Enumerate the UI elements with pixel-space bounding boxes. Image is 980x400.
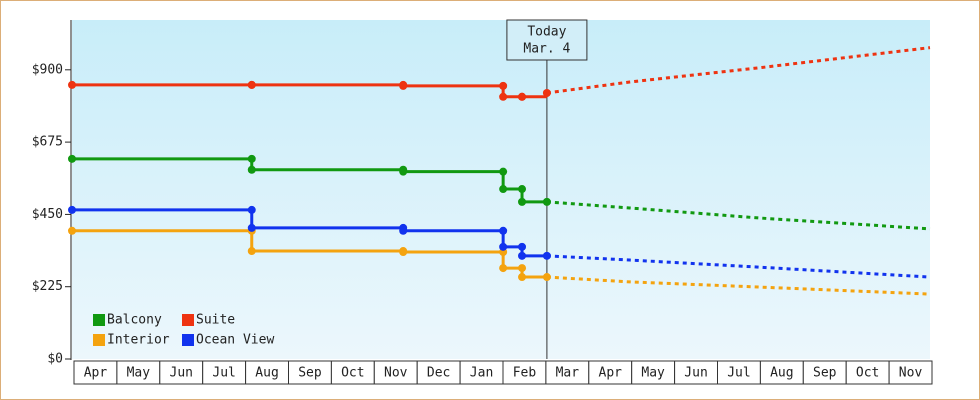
forecast-line [546,275,931,296]
x-tick-label: Sep [813,366,837,381]
legend-label: Suite [196,313,235,328]
x-tick-label: Feb [513,366,537,381]
forecast-line [546,254,931,279]
x-tick-label: Oct [856,366,879,381]
marker [499,185,508,194]
marker [247,80,256,89]
legend-swatch [182,334,194,346]
marker [518,251,527,260]
marker [499,81,508,90]
legend-label: Ocean View [196,333,274,348]
x-tick-label: Jul [727,366,750,381]
today-date: Mar. 4 [523,42,570,57]
x-tick-label: Jun [170,366,193,381]
marker [542,251,551,260]
y-tick-label: $900 [32,62,63,77]
x-tick-label: May [641,366,665,381]
marker [247,247,256,256]
marker [399,81,408,90]
x-tick-box [888,360,933,385]
legend-swatch [93,314,105,326]
y-tick-label: $225 [32,279,63,294]
x-tick-label: Nov [899,366,923,381]
marker [247,154,256,163]
marker [499,264,508,273]
marker [399,167,408,176]
marker [399,226,408,235]
x-tick-label: Apr [599,366,623,381]
x-tick-label: Aug [255,366,278,381]
marker [247,165,256,174]
marker [518,242,527,251]
legend-label: Balcony [107,313,162,328]
marker [247,223,256,232]
legend-swatch [93,334,105,346]
marker [68,154,76,163]
forecast-line [546,46,931,95]
x-tick-label: Jan [470,366,493,381]
marker [68,226,76,235]
x-tick-label: Aug [770,366,793,381]
legend-label: Interior [107,333,170,348]
marker [518,197,527,206]
marker [499,167,508,176]
x-tick-label: Sep [298,366,322,381]
marker [68,80,76,89]
legend-swatch [182,314,194,326]
today-box [506,19,588,61]
marker [247,205,256,214]
marker [499,242,508,251]
marker [518,92,527,101]
x-tick-label: Jul [212,366,235,381]
marker [518,273,527,282]
x-tick-label: May [127,366,151,381]
y-tick-label: $0 [47,352,63,367]
today-label: Today [527,25,566,40]
y-tick-label: $675 [32,135,63,150]
marker [518,264,527,273]
x-tick-label: Oct [341,366,364,381]
y-tick-label: $450 [32,207,63,222]
x-tick-label: Dec [427,366,450,381]
forecast-line [546,200,931,231]
marker [499,226,508,235]
marker [518,185,527,194]
marker [68,205,76,214]
marker [499,92,508,101]
x-tick-label: Apr [84,366,108,381]
x-tick-label: Nov [384,366,408,381]
x-tick-label: Mar [556,366,580,381]
x-tick-label: Jun [684,366,707,381]
marker [399,247,408,256]
